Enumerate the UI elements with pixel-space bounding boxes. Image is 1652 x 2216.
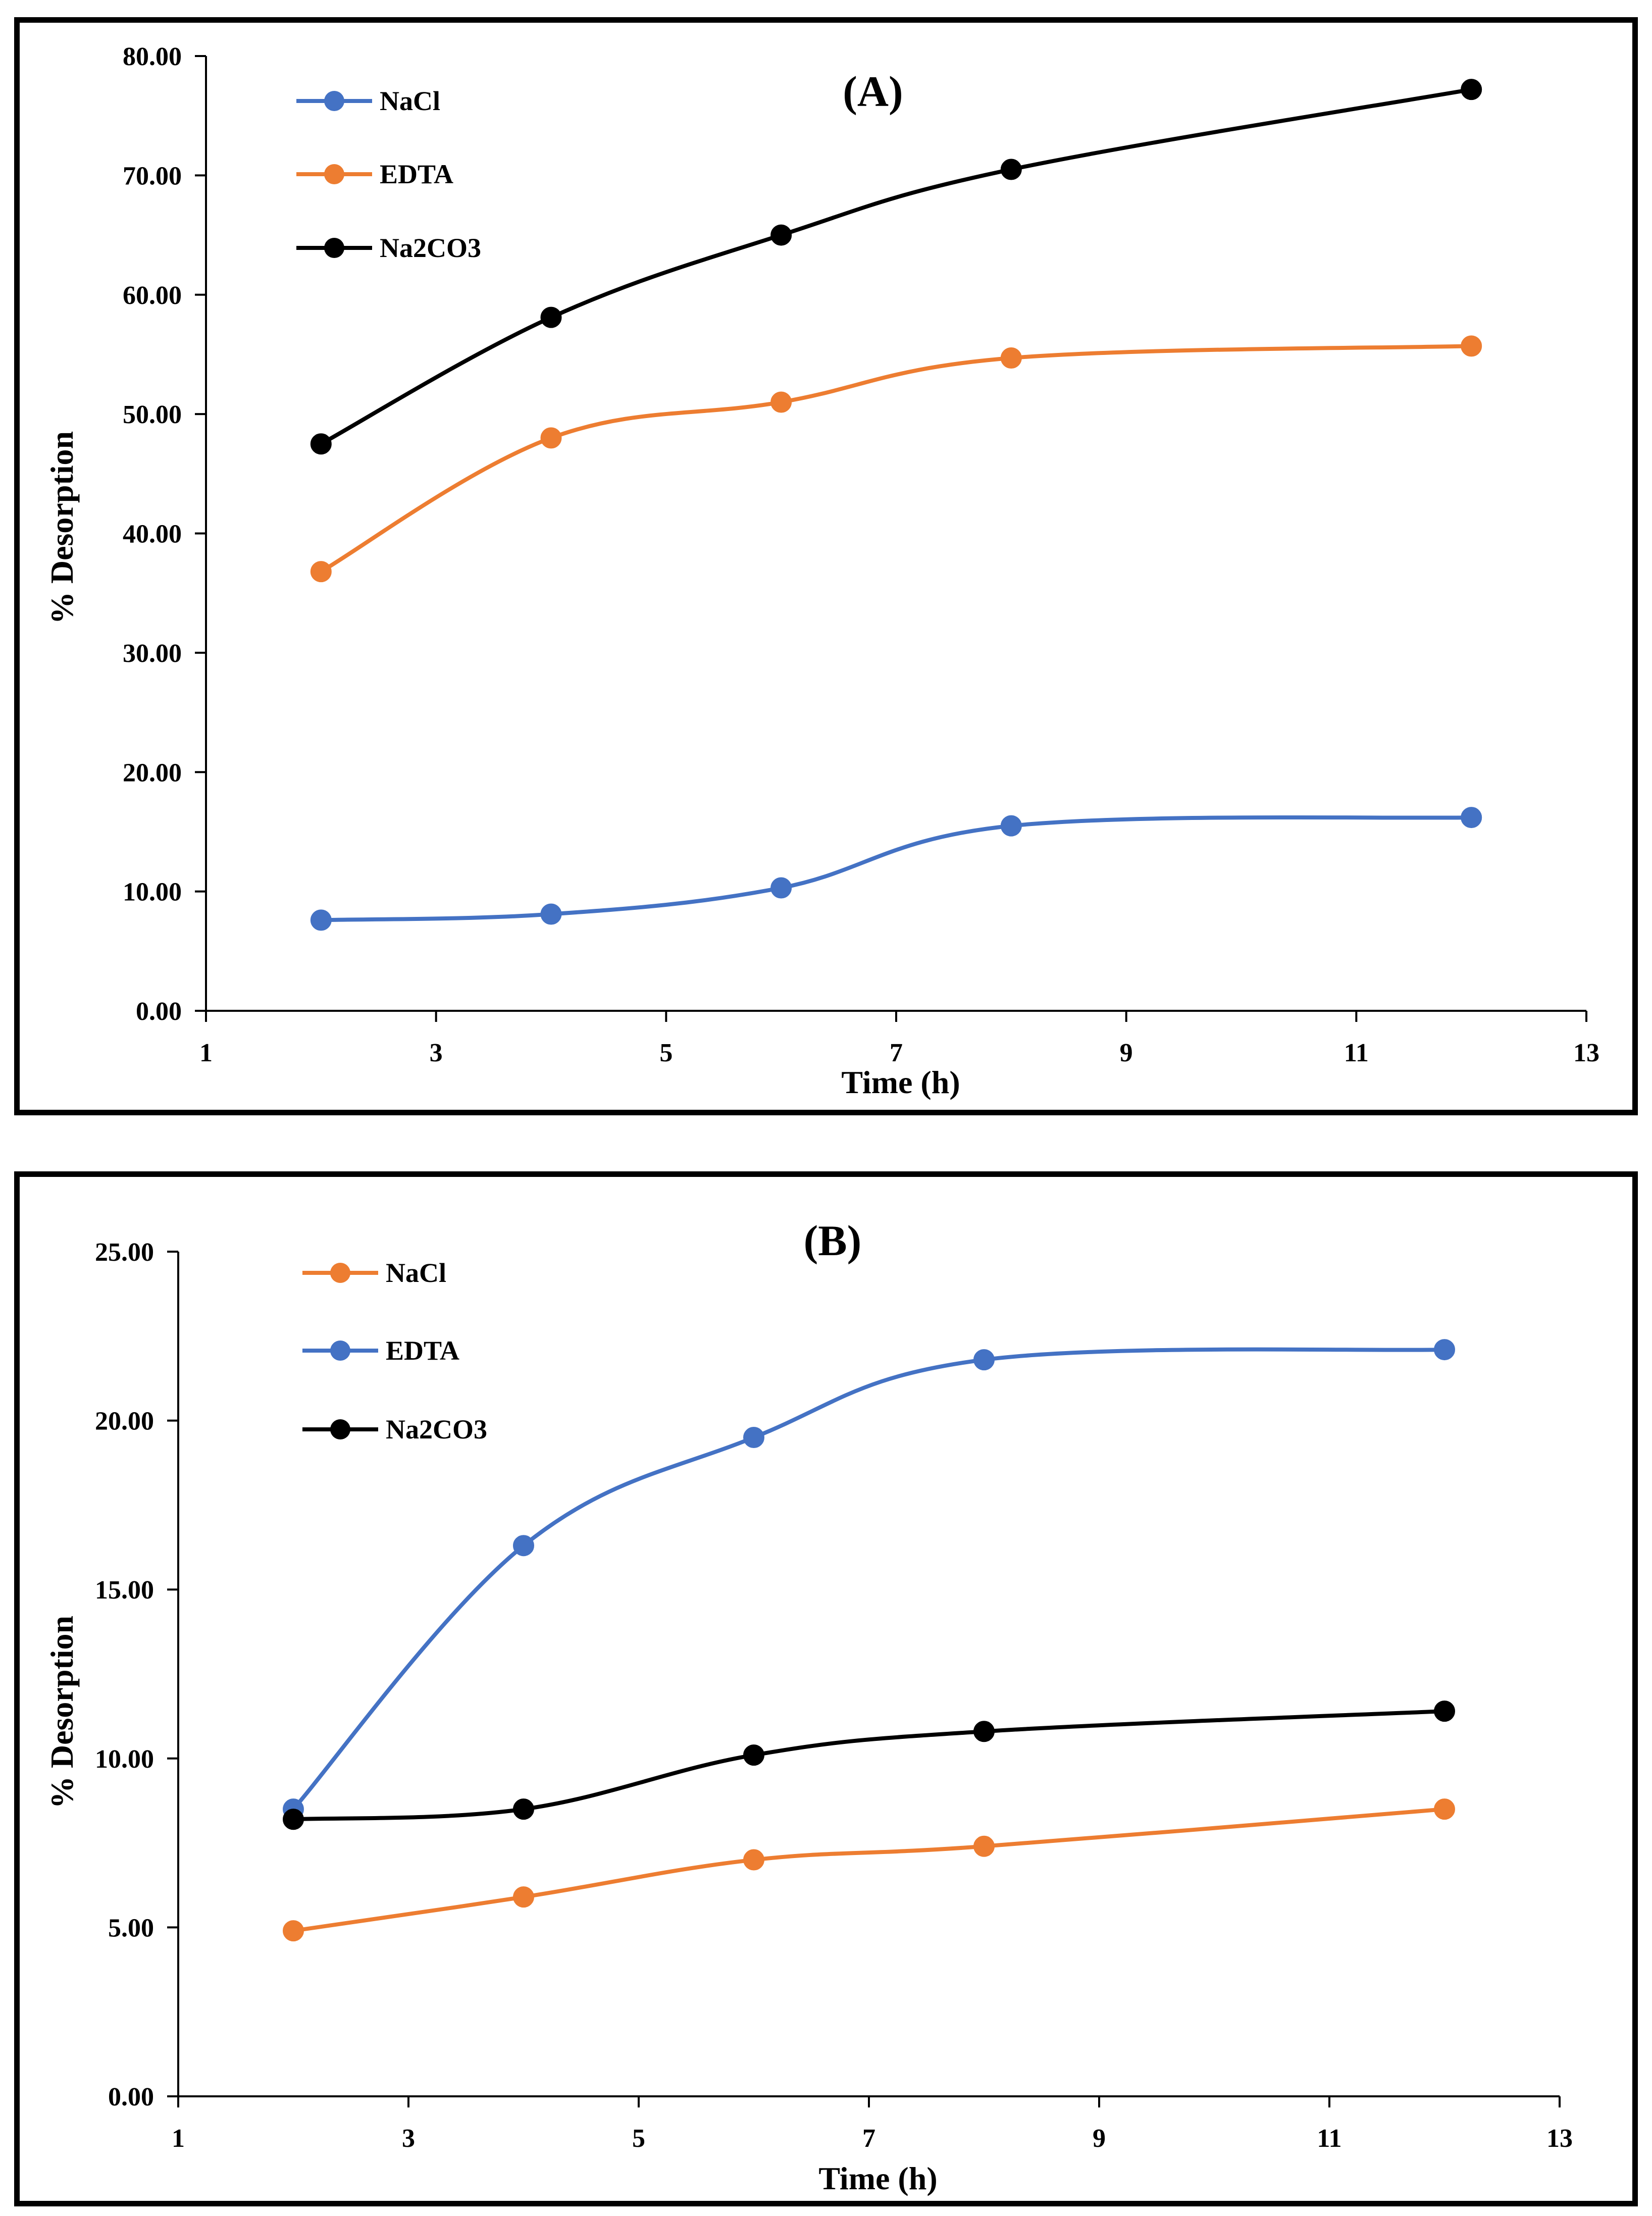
legend-marker	[324, 238, 344, 258]
y-tick-label: 0.00	[136, 997, 182, 1026]
y-axis-label-b: % Desorption	[44, 1616, 80, 1809]
x-tick-label: 13	[1573, 1039, 1599, 1067]
x-tick-label: 3	[430, 1039, 443, 1067]
data-point-b-nacl	[283, 1920, 304, 1942]
y-tick-label: 10.00	[123, 878, 182, 907]
legend-marker	[324, 164, 344, 184]
x-tick-label: 9	[1093, 2124, 1106, 2153]
y-tick-label: 80.00	[123, 42, 182, 71]
data-point-b-na2co3	[973, 1721, 995, 1742]
x-tick-label: 1	[199, 1039, 213, 1067]
y-axis-label-a: % Desorption	[44, 431, 80, 624]
y-tick-label: 20.00	[95, 1407, 154, 1436]
legend-label: Na2CO3	[386, 1414, 487, 1445]
data-point-b-na2co3	[743, 1744, 764, 1766]
chart-title-b: (B)	[804, 1216, 862, 1265]
data-point-a-edta	[310, 561, 332, 583]
data-point-a-nacl	[310, 909, 332, 931]
series-line-b-na2co3	[293, 1709, 1445, 1822]
data-point-b-nacl	[1434, 1798, 1455, 1820]
data-point-b-na2co3	[513, 1798, 534, 1820]
data-point-a-nacl	[540, 903, 562, 925]
x-tick-label: 9	[1120, 1039, 1133, 1067]
y-tick-label: 20.00	[123, 758, 182, 787]
x-tick-label: 3	[402, 2124, 415, 2153]
chart-a-svg: 0.00 10.00 20.00 30.00 40.00 50.00 60.00 70.00 8…	[44, 42, 1599, 1100]
legend-label: NaCl	[380, 86, 440, 116]
data-point-b-edta	[1434, 1339, 1455, 1361]
data-point-a-na2co3	[1461, 79, 1482, 100]
legend-label: EDTA	[380, 159, 453, 189]
data-point-a-nacl	[770, 877, 792, 899]
series-line-a-nacl	[321, 815, 1472, 922]
y-tick-label: 30.00	[123, 639, 182, 668]
data-point-b-edta	[973, 1349, 995, 1371]
x-tick-label: 11	[1317, 2124, 1341, 2153]
legend-label: NaCl	[386, 1258, 446, 1288]
legend-label: EDTA	[386, 1335, 459, 1366]
data-point-b-na2co3	[283, 1809, 304, 1830]
data-point-b-nacl	[973, 1835, 995, 1857]
data-point-b-nacl	[743, 1849, 764, 1871]
data-point-b-na2co3	[1434, 1700, 1455, 1722]
x-tick-label: 7	[862, 2124, 875, 2153]
x-tick-label: 13	[1546, 2124, 1573, 2153]
y-tick-label: 40.00	[123, 520, 182, 549]
x-tick-label: 5	[632, 2124, 645, 2153]
chart-panel-a: 0.00 10.00 20.00 30.00 40.00 50.00 60.00 70.00 8…	[14, 17, 1638, 1115]
y-tick-label: 60.00	[123, 281, 182, 310]
data-point-a-na2co3	[770, 224, 792, 246]
x-tick-label: 7	[890, 1039, 903, 1067]
data-point-a-nacl	[1000, 815, 1022, 837]
y-tick-label: 10.00	[95, 1745, 154, 1774]
legend-marker	[330, 1263, 350, 1283]
x-axis-label-b: Time (h)	[818, 2160, 937, 2196]
series-line-b-edta	[291, 1347, 1445, 1811]
y-tick-label: 5.00	[108, 1914, 154, 1942]
y-tick-label: 50.00	[123, 400, 182, 429]
series-line-b-nacl	[293, 1807, 1445, 1933]
y-tick-label: 15.00	[95, 1576, 154, 1605]
data-point-a-edta	[770, 391, 792, 413]
data-point-a-edta	[1461, 335, 1482, 357]
data-point-a-edta	[540, 427, 562, 449]
y-tick-label: 70.00	[123, 162, 182, 190]
legend-marker	[324, 91, 344, 111]
data-point-b-edta	[743, 1427, 764, 1449]
data-point-a-edta	[1000, 347, 1022, 369]
data-point-a-na2co3	[540, 306, 562, 328]
chart-panel-b: 0.00 5.00 10.00 15.00 20.00 25.00 1 3 5 7 9 11 13 NaC…	[14, 1171, 1638, 2206]
data-point-a-na2co3	[1000, 159, 1022, 180]
data-point-a-nacl	[1461, 807, 1482, 829]
legend-marker	[330, 1341, 350, 1361]
x-tick-label: 1	[172, 2124, 185, 2153]
x-tick-label: 11	[1344, 1039, 1369, 1067]
legend-marker	[330, 1419, 350, 1439]
series-line-a-na2co3	[320, 87, 1472, 446]
data-point-b-nacl	[513, 1886, 534, 1908]
y-tick-label: 25.00	[95, 1238, 154, 1267]
x-tick-label: 5	[659, 1039, 673, 1067]
data-point-b-edta	[513, 1535, 534, 1557]
data-point-a-na2co3	[310, 433, 332, 455]
chart-title-a: (A)	[843, 67, 903, 116]
series-line-a-edta	[320, 344, 1472, 574]
legend-label: Na2CO3	[380, 233, 481, 263]
y-tick-label: 0.00	[108, 2083, 154, 2111]
x-axis-label-a: Time (h)	[841, 1064, 960, 1100]
